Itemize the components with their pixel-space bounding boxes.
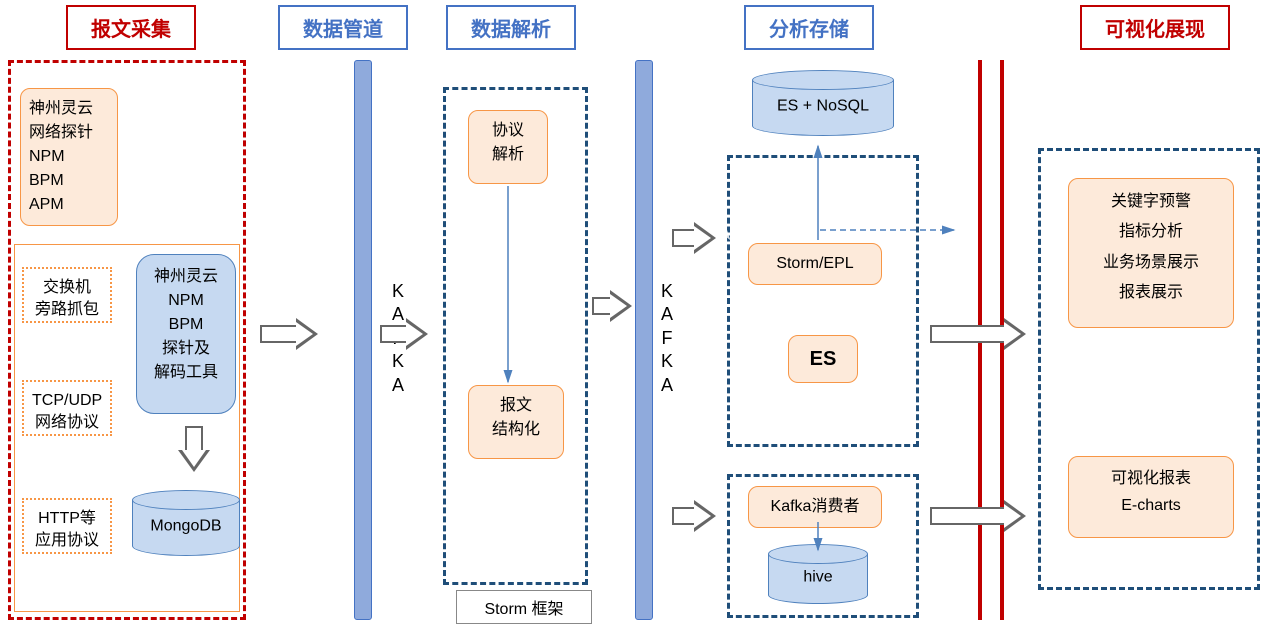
processor-node: 神州灵云NPMBPM探针及解码工具 (136, 254, 236, 414)
flow-arrow (592, 290, 632, 322)
flow-arrow (260, 318, 318, 350)
node: ES (788, 335, 858, 383)
stage-header: 数据管道 (278, 5, 408, 50)
kafka-label: KAFKA (657, 280, 677, 397)
node: 关键字预警指标分析业务场景展示报表展示 (1068, 178, 1234, 328)
flow-arrow (672, 222, 716, 254)
flow-arrow (380, 318, 428, 350)
dotted-node: 交换机旁路抓包 (22, 267, 112, 323)
stage-header: 数据解析 (446, 5, 576, 50)
kafka-pipeline (354, 60, 372, 620)
stage-header: 可视化展现 (1080, 5, 1230, 50)
flow-arrow (672, 500, 716, 532)
dotted-node: HTTP等应用协议 (22, 498, 112, 554)
stage-header: 报文采集 (66, 5, 196, 50)
watermark: ★数据清理 (720, 224, 785, 243)
datastore-cylinder: MongoDB (132, 490, 240, 556)
flow-arrow (178, 426, 210, 472)
dashed-group (727, 155, 919, 447)
dotted-node: TCP/UDP网络协议 (22, 380, 112, 436)
node: Kafka消费者 (748, 486, 882, 528)
framework-label: Storm 框架 (456, 590, 592, 624)
datastore-cylinder: hive (768, 544, 868, 604)
node: 神州灵云网络探针NPMBPMAPM (20, 88, 118, 226)
flow-arrow (930, 318, 1026, 350)
kafka-pipeline (635, 60, 653, 620)
datastore-cylinder: ES + NoSQL (752, 70, 894, 136)
node: 报文结构化 (468, 385, 564, 459)
stage-header: 分析存储 (744, 5, 874, 50)
flow-arrow (930, 500, 1026, 532)
node: 协议解析 (468, 110, 548, 184)
node: Storm/EPL (748, 243, 882, 285)
node: 可视化报表E-charts (1068, 456, 1234, 538)
